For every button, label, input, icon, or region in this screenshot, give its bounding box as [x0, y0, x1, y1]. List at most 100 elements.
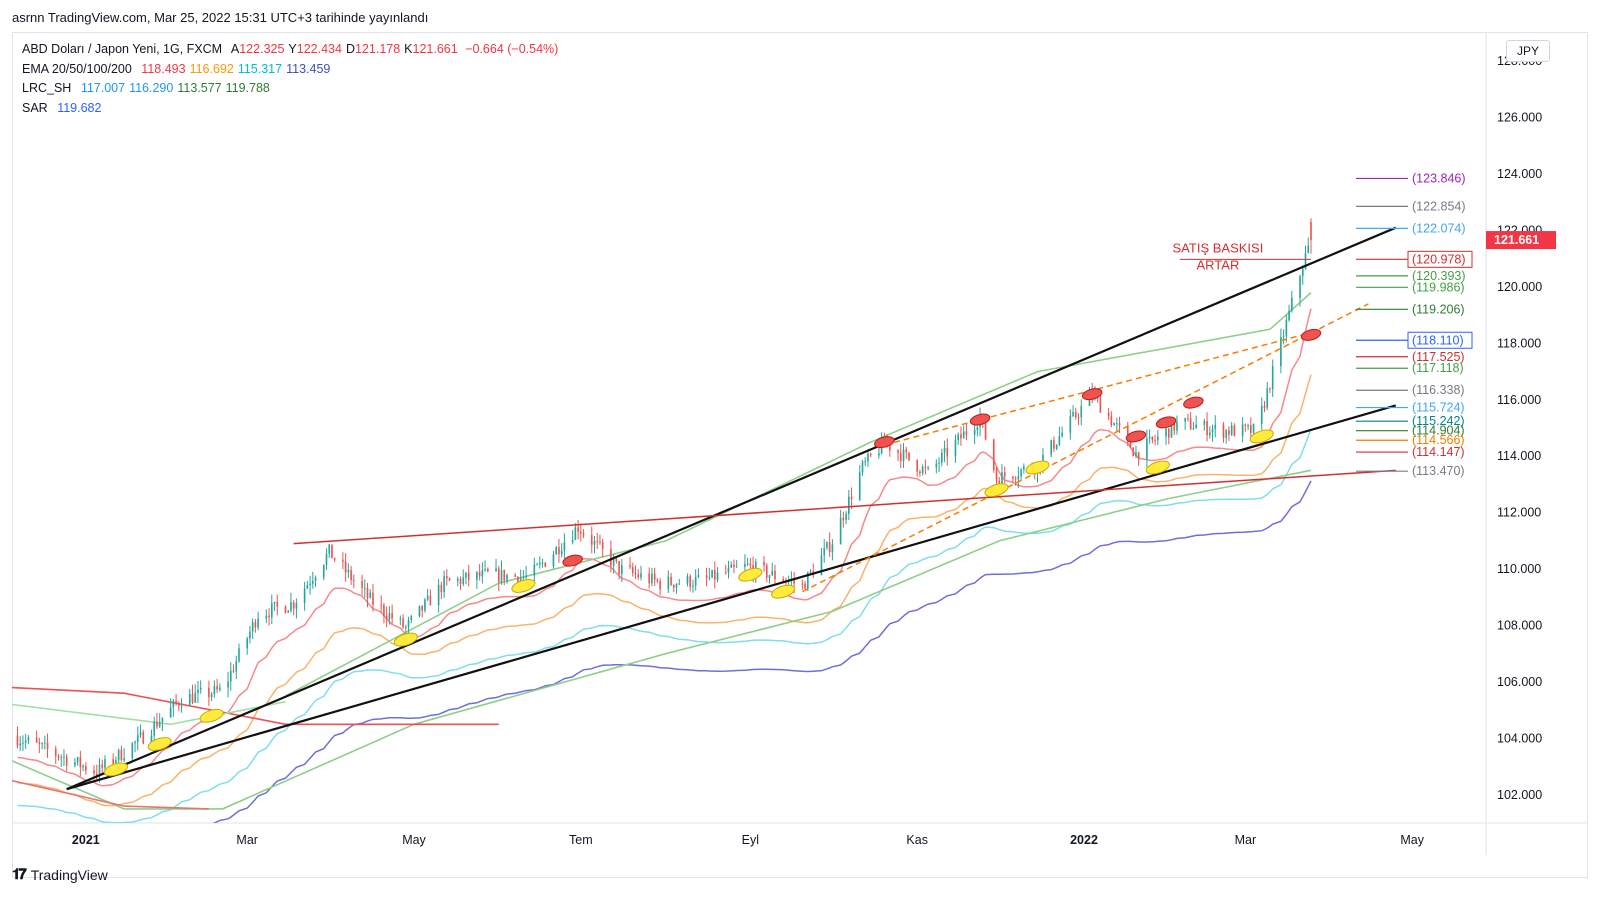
- x-tick-label: Tem: [569, 833, 593, 847]
- candle-body: [448, 578, 451, 581]
- candle-body: [1154, 439, 1156, 441]
- candle-body: [601, 542, 604, 549]
- candle-body: [1115, 423, 1118, 425]
- candle-body: [730, 564, 733, 568]
- candle-body: [156, 721, 158, 727]
- candle-body: [878, 453, 880, 456]
- currency-button[interactable]: JPY: [1506, 40, 1550, 62]
- lrc-value: 117.007: [80, 81, 126, 95]
- symbol-title: ABD Doları / Japon Yeni, 1G, FXCM: [22, 42, 223, 56]
- candle-body: [689, 576, 692, 588]
- candle-body: [976, 427, 979, 430]
- lrc-value: 116.290: [129, 81, 174, 95]
- candle-body: [27, 737, 30, 741]
- legend-ema-row[interactable]: EMA 20/50/100/200 118.493 116.692 115.317 1…: [22, 60, 562, 80]
- candle-body: [22, 742, 24, 744]
- candle-body: [579, 531, 582, 534]
- x-tick-label: 2022: [1070, 833, 1098, 847]
- legend-sar-row[interactable]: SAR 119.682: [22, 99, 562, 119]
- candle-body: [672, 584, 675, 588]
- lrc-label: LRC_SH: [22, 81, 72, 95]
- candle-body: [366, 587, 369, 598]
- candle-body: [1061, 432, 1063, 437]
- candle-body: [251, 621, 254, 632]
- candle-body: [558, 547, 560, 555]
- candle-body: [506, 575, 508, 581]
- candle-body: [270, 603, 273, 618]
- candle-body: [188, 693, 191, 706]
- candle-body: [158, 721, 161, 727]
- candle-body: [908, 452, 910, 461]
- candle-body: [459, 578, 462, 584]
- candle-body: [686, 576, 689, 584]
- candle-body: [1017, 476, 1020, 480]
- resistance-marker: [1183, 396, 1204, 409]
- candle-body: [1282, 336, 1285, 338]
- candle-body: [1195, 424, 1197, 429]
- candle-body: [331, 544, 333, 559]
- support-marker: [1249, 429, 1274, 444]
- candle-body: [940, 452, 943, 463]
- sar-label: SAR: [22, 100, 48, 115]
- candle-body: [380, 604, 383, 606]
- candle-body: [445, 576, 448, 579]
- ohlc-value-k: 121.661: [412, 42, 458, 56]
- candle-body: [727, 567, 730, 573]
- candle-body: [1241, 424, 1244, 436]
- candle-body: [1222, 424, 1225, 438]
- candle-body: [347, 569, 350, 573]
- candle-body: [1167, 428, 1170, 438]
- candle-body: [957, 434, 960, 441]
- resistance-marker: [1125, 430, 1147, 443]
- x-tick-label: Mar: [1235, 833, 1257, 847]
- candle-body: [749, 563, 752, 566]
- candle-body: [273, 601, 276, 604]
- candle-body: [150, 735, 153, 744]
- y-tick-label: 102.000: [1497, 788, 1542, 802]
- change-value: −0.664 (−0.54%): [465, 42, 559, 56]
- candle-body: [484, 568, 486, 571]
- y-tick-label: 124.000: [1497, 167, 1542, 181]
- candle-body: [43, 742, 46, 744]
- candle-body: [965, 431, 968, 435]
- candle-body: [962, 431, 965, 439]
- candle-body: [1020, 469, 1022, 477]
- candle-body: [809, 571, 812, 573]
- fib-level-label: (115.724): [1412, 401, 1465, 415]
- y-tick-label: 110.000: [1497, 562, 1541, 576]
- candle-body: [63, 756, 65, 758]
- candle-body: [1058, 436, 1061, 445]
- ema-value: 113.459: [286, 61, 331, 76]
- trendline: [66, 404, 1397, 791]
- candle-body: [1271, 366, 1274, 389]
- annotation-text: ARTAR: [1196, 258, 1239, 273]
- candle-body: [478, 572, 481, 577]
- candle-body: [161, 717, 164, 722]
- fib-level-label: (122.074): [1412, 221, 1466, 235]
- candle-body: [487, 568, 489, 572]
- legend-lrc-row[interactable]: LRC_SH 117.007 116.290 113.577 119.788: [22, 79, 562, 99]
- candle-body: [35, 737, 38, 743]
- candle-body: [1113, 423, 1115, 426]
- y-tick-label: 118.000: [1497, 336, 1541, 350]
- x-tick-label: Eyl: [742, 833, 759, 847]
- footer: 𝟏𝟕 TradingView: [12, 866, 108, 883]
- candle-body: [388, 613, 391, 620]
- candle-body: [254, 621, 257, 628]
- candle-body: [325, 553, 328, 566]
- trendline: [66, 226, 1397, 791]
- resistance-marker: [562, 554, 583, 567]
- legend-symbol-row[interactable]: ABD Doları / Japon Yeni, 1G, FXCM A122.3…: [22, 40, 562, 60]
- candle-body: [1304, 253, 1307, 269]
- candle-body: [590, 535, 593, 545]
- fib-level-label: (123.846): [1412, 171, 1466, 185]
- candle-body: [1269, 388, 1271, 390]
- ema-value: 116.692: [189, 61, 234, 76]
- candle-body: [634, 572, 637, 575]
- candle-body: [1099, 397, 1102, 413]
- candle-body: [249, 631, 251, 639]
- candle-body: [536, 564, 538, 566]
- candle-body: [134, 741, 136, 744]
- candle-body: [79, 757, 82, 768]
